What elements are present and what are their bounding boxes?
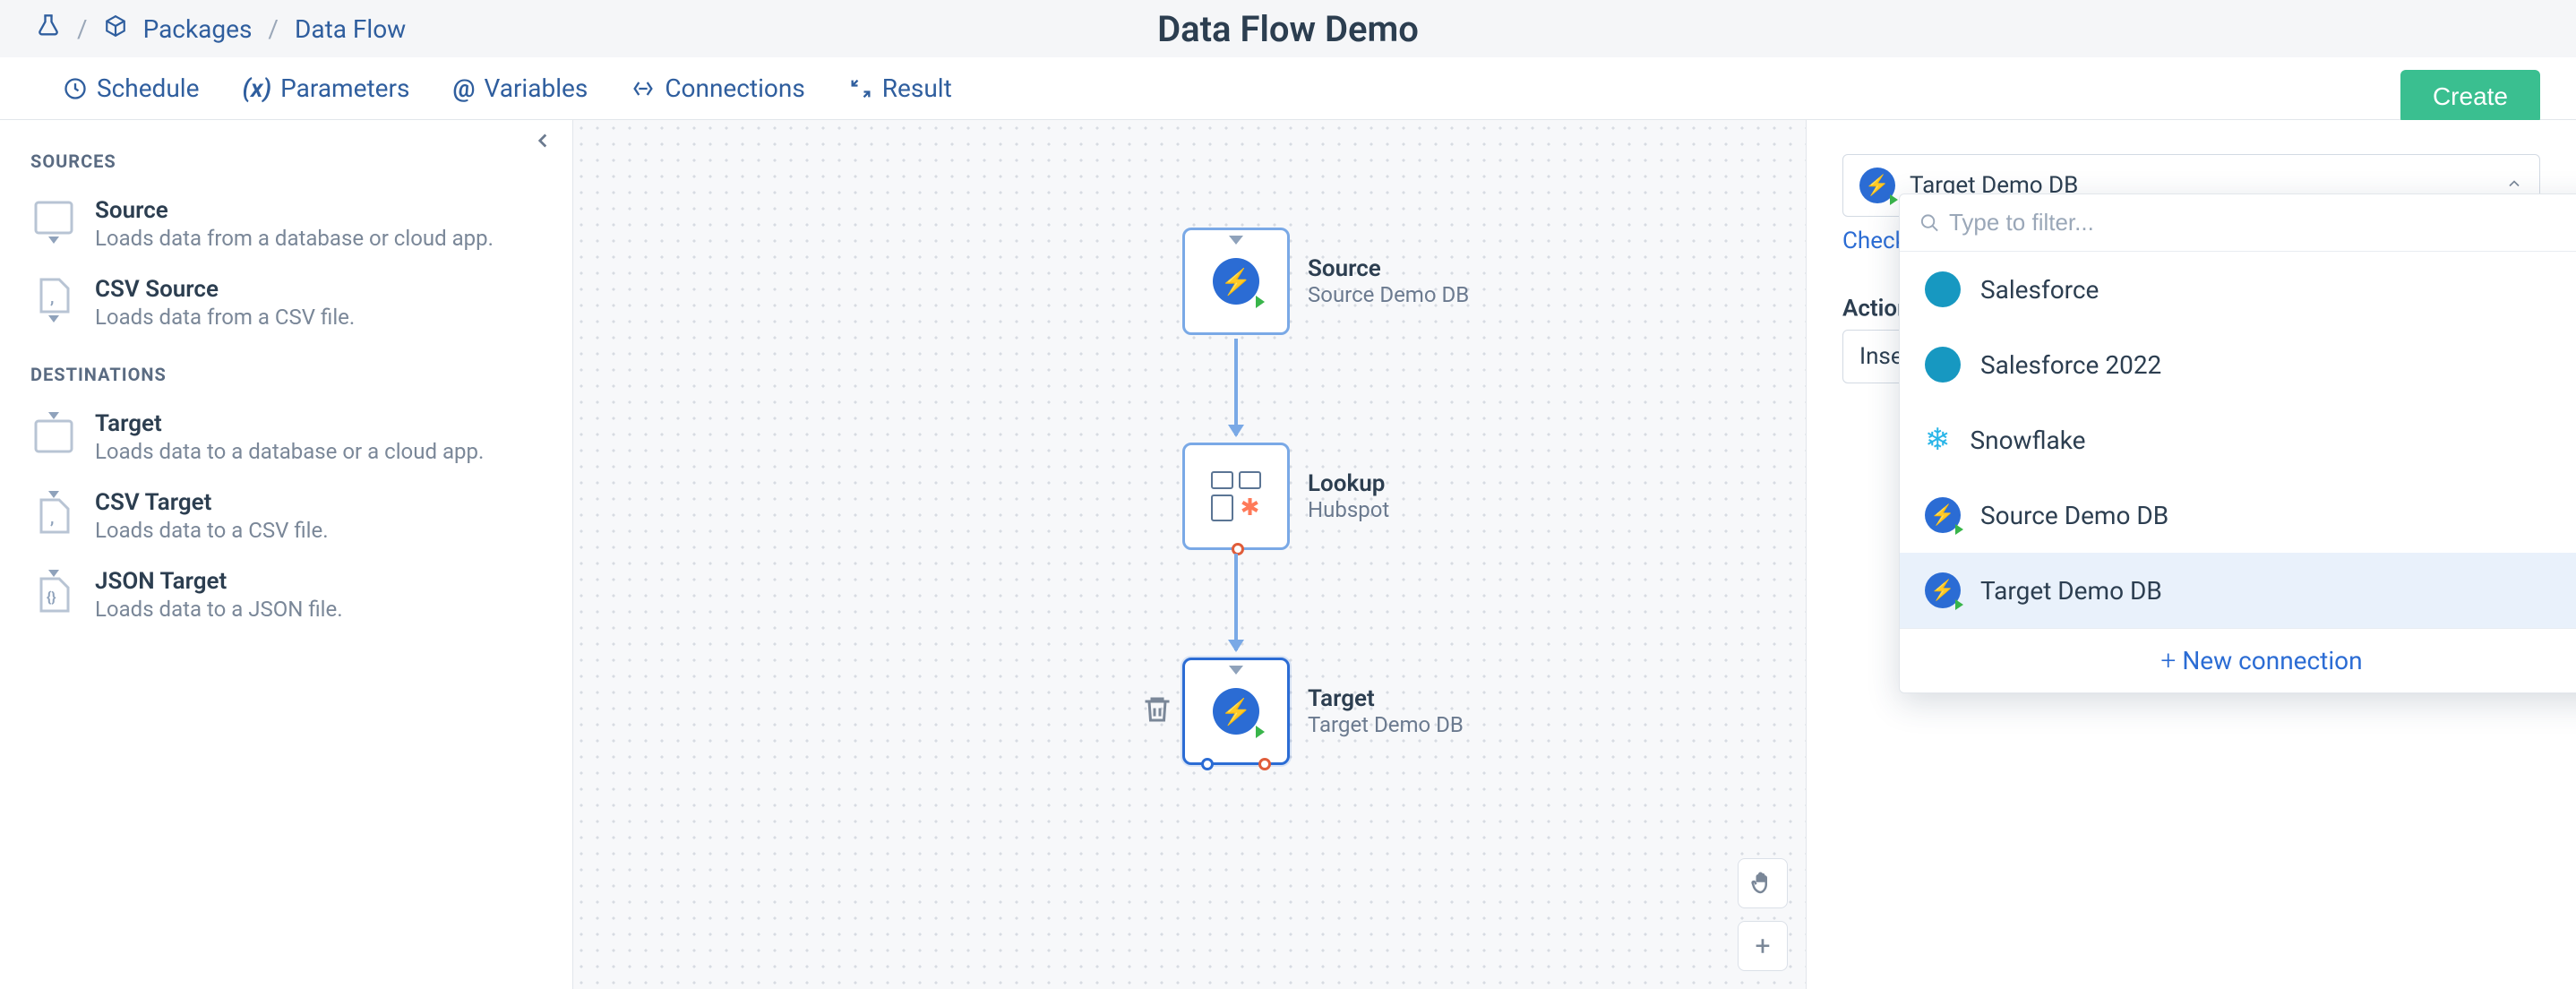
sidebar-item-csv-target[interactable]: , CSV Target Loads data to a CSV file. (0, 477, 572, 555)
dropdown-item-label: Salesforce 2022 (1980, 350, 2161, 380)
toolbar-parameters-label: Parameters (280, 73, 409, 103)
csv-target-icon: , (30, 489, 77, 536)
sidebar-item-target[interactable]: Target Loads data to a database or a clo… (0, 398, 572, 477)
csv-source-icon: , (30, 276, 77, 322)
json-target-icon: {} (30, 568, 77, 615)
breadcrumb-current[interactable]: Data Flow (295, 14, 406, 44)
delete-node-button[interactable] (1141, 693, 1173, 729)
lab-icon[interactable] (36, 13, 61, 45)
sidebar-item-json-target[interactable]: {} JSON Target Loads data to a JSON file… (0, 555, 572, 634)
add-tool-button[interactable]: + (1738, 921, 1788, 971)
sidebar-item-title: CSV Target (95, 489, 542, 516)
breadcrumb-sep: / (77, 14, 88, 44)
node-box[interactable]: ⚡ (1182, 658, 1290, 765)
snowflake-icon: ❄ (1925, 422, 1951, 458)
breadcrumb: / Packages / Data Flow (36, 13, 406, 45)
toolbar-connections-label: Connections (665, 73, 804, 103)
dropdown-item-snowflake[interactable]: ❄ Snowflake (1900, 402, 2576, 477)
sidebar-item-title: Source (95, 197, 542, 224)
sidebar-item-desc: Loads data to a database or a cloud app. (95, 439, 542, 464)
db-icon: ⚡ (1213, 688, 1259, 735)
salesforce-icon (1925, 271, 1961, 307)
sidebar-destinations-heading: DESTINATIONS (0, 342, 572, 398)
toolbar-schedule-label: Schedule (97, 73, 199, 103)
node-subtitle: Hubspot (1308, 497, 1389, 522)
dropdown-item-label: Target Demo DB (1980, 576, 2162, 606)
dropdown-item-target-demo-db[interactable]: ⚡ Target Demo DB (1900, 553, 2576, 628)
toolbar-connections[interactable]: Connections (631, 73, 804, 103)
sidebar-item-source[interactable]: Source Loads data from a database or clo… (0, 185, 572, 263)
db-icon: ⚡ (1925, 497, 1961, 533)
node-title: Target (1308, 685, 1464, 712)
cube-icon (104, 14, 127, 44)
sidebar: SOURCES Source Loads data from a databas… (0, 120, 573, 989)
dropdown-item-label: Salesforce (1980, 275, 2099, 305)
create-button[interactable]: Create (2400, 70, 2540, 124)
toolbar-schedule[interactable]: Schedule (63, 73, 199, 103)
sidebar-item-desc: Loads data from a CSV file. (95, 305, 542, 330)
toolbar-variables[interactable]: @ Variables (452, 73, 588, 103)
sidebar-item-desc: Loads data to a JSON file. (95, 597, 542, 622)
flow-node-source[interactable]: ⚡ Source Source Demo DB (1182, 228, 1469, 335)
svg-text:,: , (50, 509, 54, 528)
pan-tool-button[interactable] (1738, 858, 1788, 908)
dropdown-item-label: Source Demo DB (1980, 501, 2168, 530)
dropdown-item-salesforce-2022[interactable]: Salesforce 2022 (1900, 327, 2576, 402)
dropdown-filter-input[interactable] (1949, 209, 2576, 236)
dropdown-item-label: Snowflake (1971, 426, 2086, 455)
canvas-tools: + (1738, 858, 1788, 971)
toolbar-result-label: Result (882, 73, 952, 103)
node-box[interactable]: ⚡ (1182, 228, 1290, 335)
sidebar-sources-heading: SOURCES (0, 129, 572, 185)
dropdown-search (1900, 194, 2576, 252)
sidebar-item-desc: Loads data to a CSV file. (95, 518, 542, 543)
sidebar-item-desc: Loads data from a database or cloud app. (95, 226, 542, 251)
breadcrumb-sep: / (268, 14, 279, 44)
flow-node-target[interactable]: ⚡ Target Target Demo DB (1182, 658, 1464, 765)
sidebar-collapse-button[interactable] (531, 129, 554, 156)
dropdown-item-source-demo-db[interactable]: ⚡ Source Demo DB (1900, 477, 2576, 553)
toolbar-result[interactable]: Result (848, 73, 952, 103)
node-box[interactable]: ✱ (1182, 443, 1290, 550)
toolbar-parameters[interactable]: (x) Parameters (242, 73, 409, 103)
node-subtitle: Source Demo DB (1308, 282, 1469, 307)
search-icon (1919, 212, 1940, 234)
salesforce-icon (1925, 347, 1961, 383)
node-title: Lookup (1308, 470, 1389, 497)
dropdown-list: Salesforce Salesforce 2022 ❄ Snowflake ⚡… (1900, 252, 2576, 628)
sidebar-item-title: CSV Source (95, 276, 542, 303)
breadcrumb-bar: / Packages / Data Flow Data Flow Demo (0, 0, 2576, 57)
source-icon (30, 197, 77, 244)
connection-dropdown: Salesforce Salesforce 2022 ❄ Snowflake ⚡… (1899, 194, 2576, 693)
lookup-icon: ✱ (1211, 471, 1261, 521)
new-connection-button[interactable]: + New connection (1900, 628, 2576, 692)
node-title: Source (1308, 255, 1469, 282)
flow-node-lookup[interactable]: ✱ Lookup Hubspot (1182, 443, 1389, 550)
page-title: Data Flow Demo (1157, 8, 1419, 50)
sidebar-item-csv-source[interactable]: , CSV Source Loads data from a CSV file. (0, 263, 572, 342)
node-subtitle: Target Demo DB (1308, 712, 1464, 737)
db-icon: ⚡ (1859, 168, 1895, 203)
canvas[interactable]: ⚡ Source Source Demo DB ✱ Lookup Hubspot (573, 120, 1806, 989)
svg-text:{}: {} (47, 589, 56, 606)
toolbar-variables-label: Variables (485, 73, 588, 103)
db-icon: ⚡ (1213, 258, 1259, 305)
db-icon: ⚡ (1925, 572, 1961, 608)
target-icon (30, 410, 77, 457)
flow-edge (1234, 554, 1238, 650)
svg-text:,: , (50, 288, 54, 307)
breadcrumb-packages[interactable]: Packages (143, 14, 253, 44)
dropdown-item-salesforce[interactable]: Salesforce (1900, 252, 2576, 327)
sidebar-item-title: JSON Target (95, 568, 542, 595)
toolbar: Schedule (x) Parameters @ Variables Conn… (0, 57, 2576, 120)
flow-edge (1234, 339, 1238, 435)
sidebar-item-title: Target (95, 410, 542, 437)
